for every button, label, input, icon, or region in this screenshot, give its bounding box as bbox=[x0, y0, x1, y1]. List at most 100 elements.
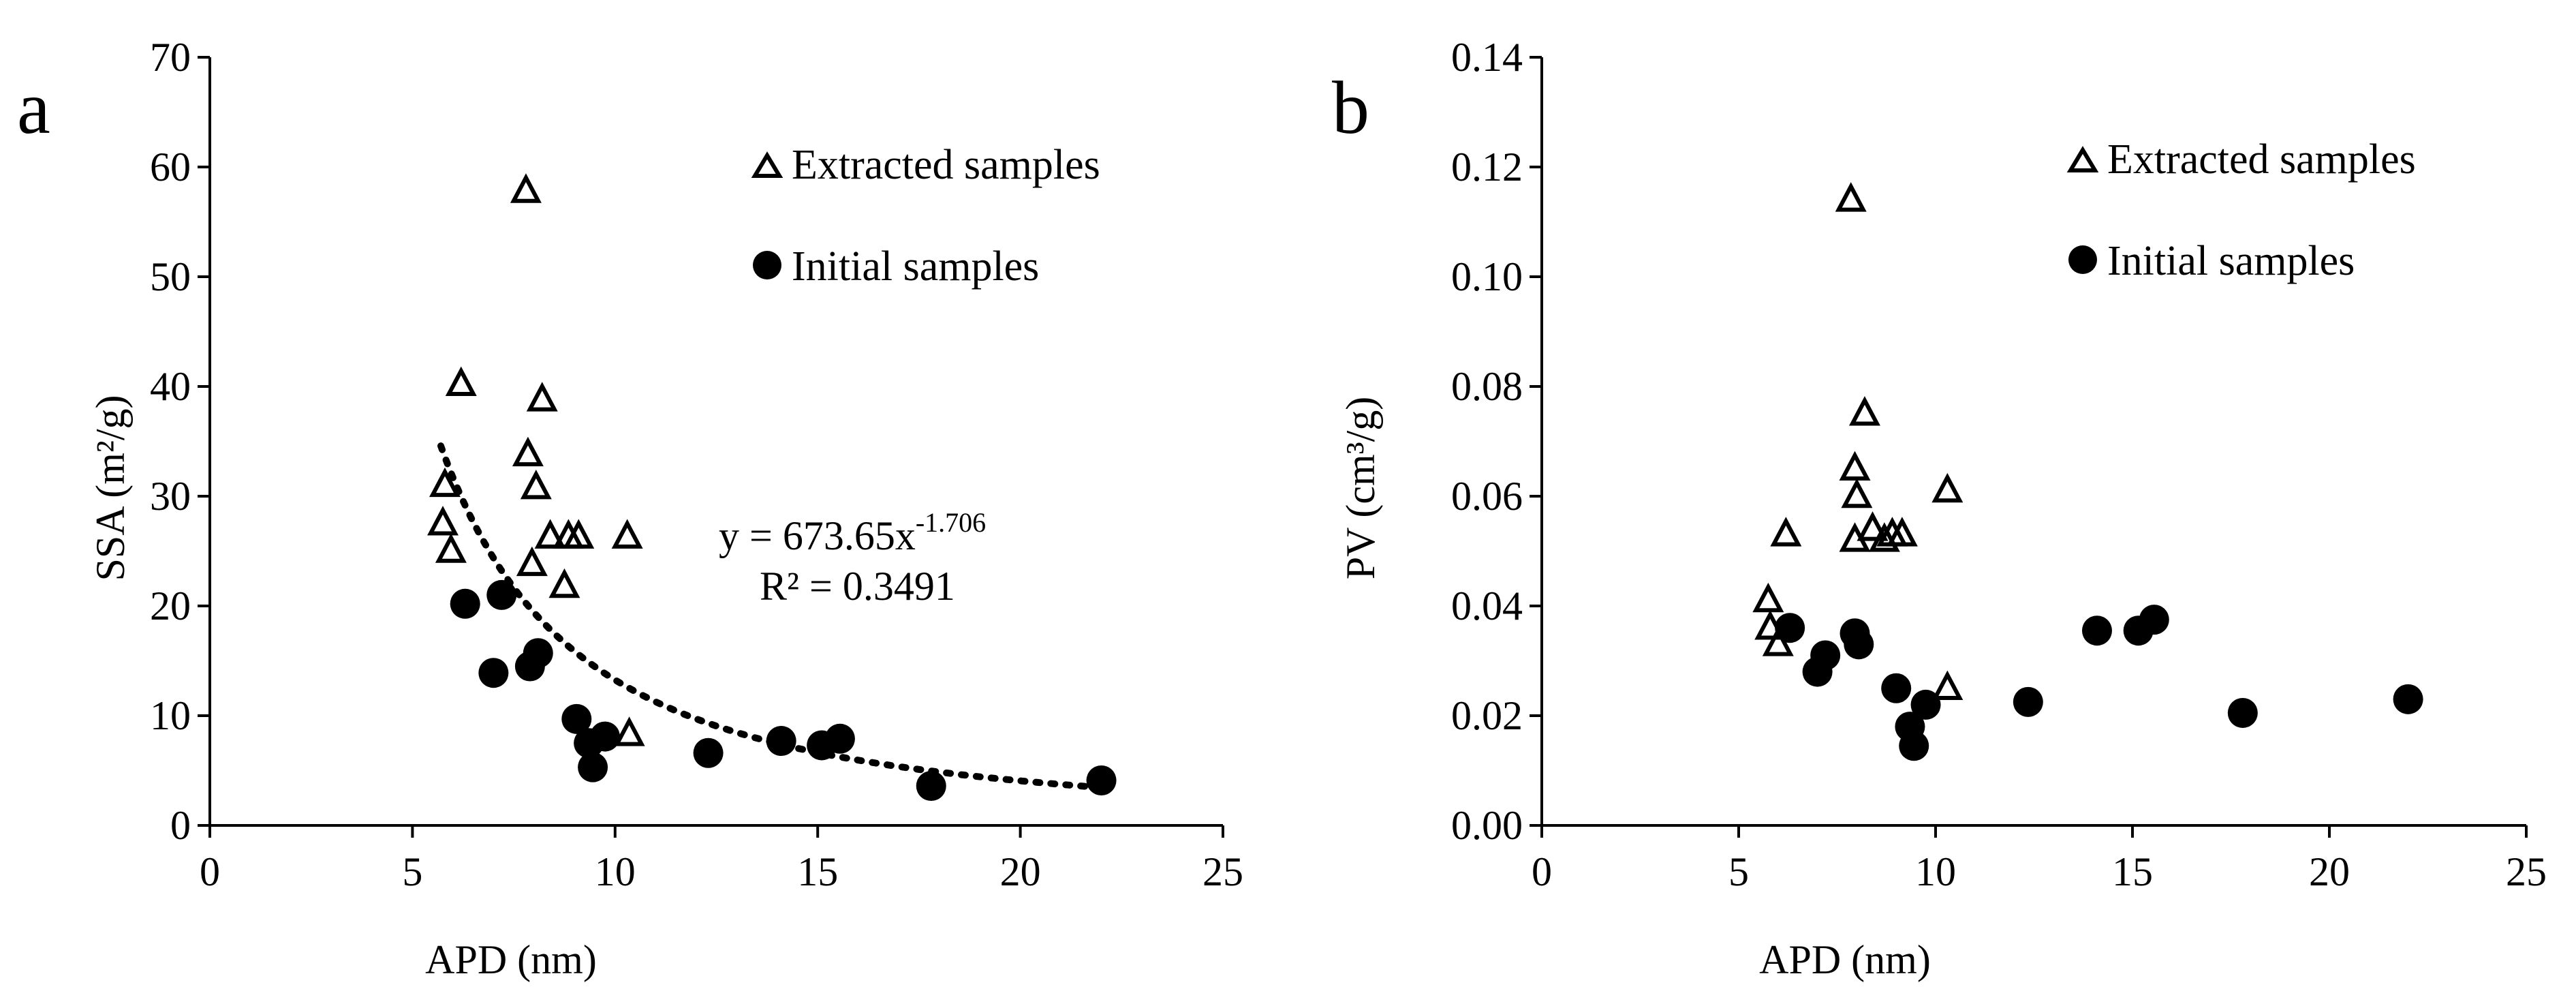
extracted-point-b bbox=[1931, 472, 1964, 503]
initial-point-b bbox=[1881, 673, 1912, 703]
extracted-point-a bbox=[427, 506, 459, 536]
x-axis-title-b: APD (nm) bbox=[1759, 937, 1931, 982]
initial-point-b bbox=[2227, 697, 2258, 728]
r-squared-label-a: R² = 0.3491 bbox=[760, 564, 955, 609]
legend-circle-icon-b bbox=[2068, 245, 2097, 274]
extracted-point-b bbox=[1868, 522, 1900, 552]
initial-point-a bbox=[693, 737, 724, 768]
initial-point-a bbox=[561, 703, 592, 734]
chart-b: b PV (cm³/g) APD (nm) 0.00 0.02 0.04 0.06 0.… bbox=[1332, 35, 2547, 982]
initial-point-a bbox=[578, 752, 608, 782]
extracted-point-a bbox=[516, 546, 548, 577]
data-marks-a bbox=[427, 173, 1117, 802]
legend-circle-icon-a bbox=[753, 251, 781, 279]
extracted-point-b bbox=[1848, 396, 1880, 426]
initial-point-b bbox=[2139, 605, 2169, 635]
initial-point-b bbox=[1910, 689, 1941, 720]
x-tick-label-a: 15 bbox=[797, 849, 838, 894]
x-tick-label-b: 10 bbox=[1915, 849, 1956, 894]
y-tick-label-b: 0.08 bbox=[1451, 364, 1523, 409]
initial-point-a bbox=[478, 658, 509, 688]
initial-point-a bbox=[589, 721, 620, 752]
x-tick-label-a: 10 bbox=[595, 849, 636, 894]
panel-label-a: a bbox=[17, 66, 50, 149]
x-tick-label-a: 20 bbox=[1000, 849, 1041, 894]
x-tick-label-b: 20 bbox=[2309, 849, 2350, 894]
extracted-point-b bbox=[1857, 511, 1889, 541]
panel-label-b: b bbox=[1332, 66, 1369, 149]
trend-equation-a: y = 673.65x-1.706 R² = 0.3491 bbox=[719, 507, 986, 609]
extracted-point-b bbox=[1762, 626, 1794, 656]
initial-point-b bbox=[2393, 684, 2423, 714]
initial-point-b bbox=[2081, 615, 2112, 646]
initial-point-b bbox=[1810, 640, 1841, 671]
y-tick-label-a: 10 bbox=[150, 693, 191, 738]
extracted-point-b bbox=[1835, 182, 1867, 212]
legend-b: Extracted samples Initial samples bbox=[2066, 136, 2416, 284]
equation-base-a: y = 673.65x bbox=[719, 513, 916, 558]
legend-a: Extracted samples Initial samples bbox=[751, 142, 1100, 290]
chart-a: a SSA (m²/g) APD (nm) 0 10 20 30 40 50 60 70 0 5 1… bbox=[17, 35, 1243, 982]
extracted-point-b bbox=[1752, 582, 1784, 613]
initial-point-a bbox=[1086, 765, 1117, 795]
y-tick-label-a: 30 bbox=[150, 474, 191, 519]
x-tick-label-b: 25 bbox=[2506, 849, 2547, 894]
y-tick-label-a: 20 bbox=[150, 583, 191, 628]
x-tick-label-b: 0 bbox=[1532, 849, 1552, 894]
y-tick-label-a: 50 bbox=[150, 254, 191, 299]
legend-label-extracted-a: Extracted samples bbox=[792, 142, 1100, 188]
extracted-point-a bbox=[534, 519, 566, 549]
extracted-point-a bbox=[445, 366, 477, 397]
axis-ticks-a: 0 10 20 30 40 50 60 70 0 5 10 15 20 25 bbox=[150, 35, 1243, 894]
extracted-point-a bbox=[435, 533, 467, 563]
extracted-point-a bbox=[520, 469, 552, 500]
initial-point-b bbox=[1899, 731, 1929, 761]
y-axis-title-a: SSA (m²/g) bbox=[88, 395, 133, 581]
y-tick-label-a: 60 bbox=[150, 144, 191, 189]
axis-ticks-b: 0.00 0.02 0.04 0.06 0.08 0.10 0.12 0.14 0 5 10 15 20… bbox=[1451, 35, 2547, 894]
initial-point-b bbox=[1844, 629, 1874, 660]
y-tick-label-b: 0.00 bbox=[1451, 803, 1523, 848]
x-tick-label-a: 5 bbox=[402, 849, 422, 894]
extracted-point-b bbox=[1770, 517, 1802, 547]
y-tick-label-b: 0.12 bbox=[1451, 144, 1523, 189]
extracted-point-a bbox=[526, 382, 558, 412]
x-tick-label-b: 5 bbox=[1728, 849, 1749, 894]
y-tick-label-a: 40 bbox=[150, 364, 191, 409]
y-tick-label-a: 0 bbox=[170, 803, 191, 848]
initial-point-a bbox=[523, 638, 553, 669]
x-tick-label-b: 15 bbox=[2112, 849, 2153, 894]
extracted-point-a bbox=[512, 436, 544, 467]
initial-point-a bbox=[766, 726, 796, 757]
initial-point-b bbox=[1775, 613, 1805, 643]
x-tick-label-a: 0 bbox=[200, 849, 220, 894]
initial-point-a bbox=[916, 771, 946, 802]
extracted-point-b bbox=[1839, 522, 1871, 552]
extracted-point-a bbox=[611, 519, 643, 549]
y-axis-title-b: PV (cm³/g) bbox=[1338, 397, 1383, 580]
y-tick-label-b: 0.14 bbox=[1451, 35, 1523, 80]
equation-exponent-a: -1.706 bbox=[916, 507, 986, 538]
initial-point-a bbox=[450, 588, 480, 619]
legend-label-initial-b: Initial samples bbox=[2107, 238, 2355, 284]
svg-text:y = 673.65x-1.706: y = 673.65x-1.706 bbox=[719, 507, 986, 558]
legend-triangle-icon-b bbox=[2066, 146, 2099, 172]
extracted-point-b bbox=[1841, 478, 1873, 508]
extracted-point-a bbox=[510, 173, 542, 203]
initial-point-a bbox=[486, 579, 517, 610]
extracted-point-a bbox=[563, 519, 595, 549]
extracted-point-b bbox=[1886, 517, 1918, 547]
extracted-point-b bbox=[1839, 451, 1871, 481]
extracted-point-b bbox=[1931, 670, 1964, 701]
y-tick-label-a: 70 bbox=[150, 35, 191, 80]
extracted-point-a bbox=[429, 467, 461, 498]
y-tick-label-b: 0.06 bbox=[1451, 474, 1523, 519]
x-tick-label-a: 25 bbox=[1202, 849, 1243, 894]
extracted-point-a bbox=[613, 716, 645, 746]
y-tick-label-b: 0.04 bbox=[1451, 583, 1523, 628]
legend-label-extracted-b: Extracted samples bbox=[2107, 136, 2416, 183]
x-axis-title-a: APD (nm) bbox=[425, 937, 597, 982]
initial-point-a bbox=[824, 723, 855, 754]
y-tick-label-b: 0.02 bbox=[1451, 693, 1523, 738]
